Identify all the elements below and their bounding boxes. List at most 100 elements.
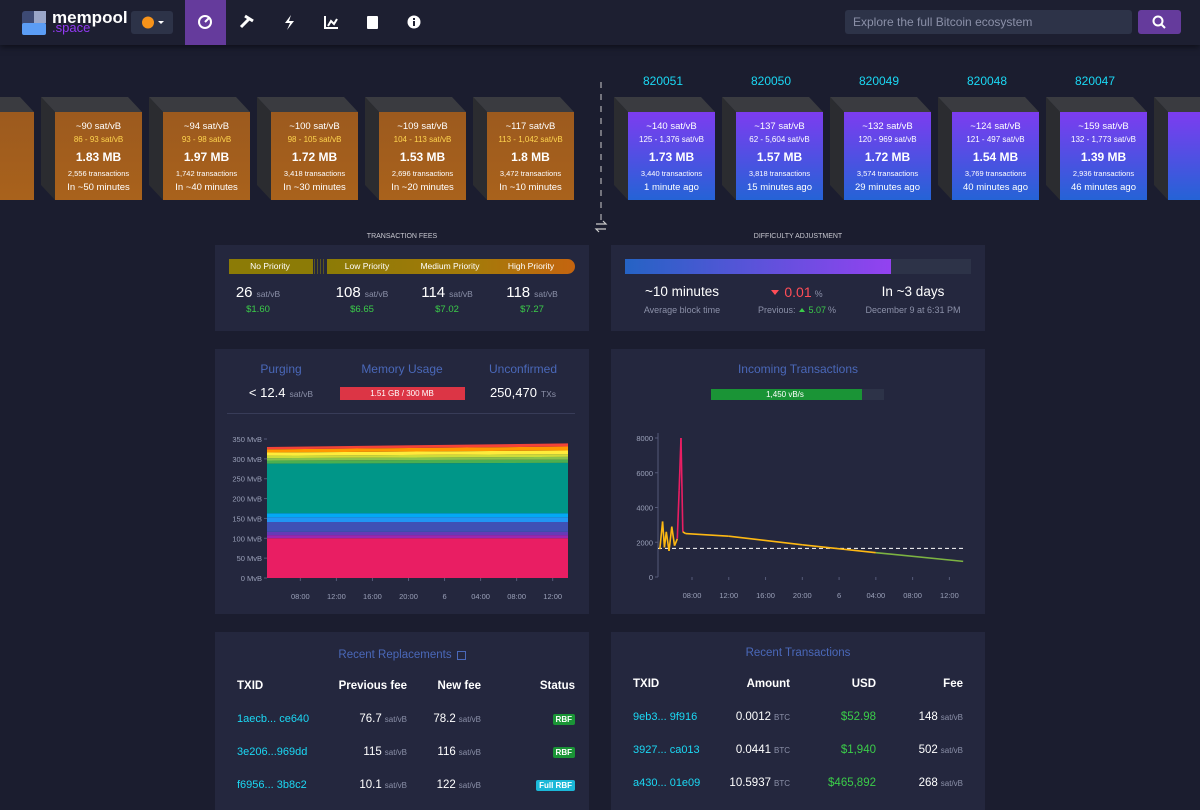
- previous-fee: 115 sat/vB: [107, 746, 407, 760]
- fee: 502 sat/vB: [663, 744, 963, 758]
- new-fee: 122 sat/vB: [181, 779, 481, 793]
- logo-subtext: .space: [52, 20, 91, 35]
- unit: sat/vB: [289, 389, 314, 400]
- block-tx-count-part: 3,769 transactions: [964, 168, 1027, 178]
- usd: $465,892: [576, 777, 876, 791]
- fee: 148 sat/vB: [663, 711, 963, 725]
- table-header-part: Fee: [943, 678, 963, 691]
- block-fee-range: 125 - 1,376 sat/vB: [522, 135, 822, 145]
- table-header: Previous fee: [107, 680, 407, 694]
- block-fee-range: 93 - 98 sat/vB: [57, 135, 357, 145]
- fee-bar-none: [229, 259, 313, 274]
- search-icon: [1152, 15, 1164, 27]
- panel-title-part: Recent Transactions: [745, 647, 851, 660]
- amount: 10.5937 BTC: [490, 777, 790, 791]
- block-fee: ~159 sat/vB: [954, 121, 1200, 132]
- block-size: 1.39 MB: [954, 150, 1200, 164]
- block-fee-part: ~159 sat/vB: [1078, 121, 1129, 133]
- txid: 3e206...969dd: [237, 746, 537, 759]
- search-button[interactable]: [1138, 10, 1181, 34]
- block-top: [722, 97, 823, 112]
- block-tx-count: 2,936 transactions: [954, 169, 1200, 178]
- previous-change: Previous: 5.07%: [647, 305, 947, 316]
- up-arrow: [799, 308, 806, 313]
- block-fee-range-part: 86 - 93 sat/vB: [73, 135, 124, 145]
- avg-block-time: ~10 minutes: [532, 284, 832, 300]
- logo-icon-part: [22, 23, 46, 35]
- block-tx-count: 3,472 transactions: [381, 169, 681, 178]
- table-header: USD: [576, 678, 876, 692]
- section-title-part: DIFFICULTY ADJUSTMENT: [753, 232, 843, 240]
- fee-rate: 108: [335, 284, 361, 301]
- block-size-part: 1.72 MB: [864, 149, 911, 164]
- block-fee-part: ~140 sat/vB: [646, 121, 697, 133]
- fee-rate: 148: [918, 711, 938, 724]
- txid: a430... 01e09: [633, 777, 933, 790]
- block-tx-count: 3,574 transactions: [738, 169, 1038, 178]
- txid: 1aecb... ce640: [237, 713, 537, 726]
- block-fee-range: 62 - 5,604 sat/vB: [630, 135, 930, 145]
- unit: sat/vB: [384, 781, 407, 791]
- unit: TXs: [540, 389, 557, 400]
- info-mark: [413, 21, 415, 26]
- txid: f6956... 3b8c2: [237, 779, 537, 792]
- search-placeholder[interactable]: Explore the full Bitcoin ecosystem: [853, 15, 1033, 29]
- nav-graphs[interactable]: [324, 16, 338, 29]
- adjustment-date-part: December 9 at 6:31 PM: [865, 304, 961, 315]
- rate-fill: [711, 389, 862, 400]
- block-height-part: 820050: [750, 73, 792, 88]
- amount: 0.0012 BTC: [490, 711, 790, 725]
- block-side: [41, 97, 55, 200]
- avg-block-time-part: ~10 minutes: [645, 283, 719, 299]
- block-tx-count: 2,696 transactions: [273, 169, 573, 178]
- block-fee-part: ~137 sat/vB: [754, 121, 805, 133]
- block-time-part: 40 minutes ago: [963, 182, 1028, 194]
- rate-value: 1,450 vB/s: [635, 390, 935, 400]
- nav-dashboard[interactable]: [198, 15, 212, 29]
- block-tx-count: 3,818 transactions: [630, 169, 930, 178]
- unit: sat/vB: [940, 746, 963, 756]
- block-tx-count-part: 3,472 transactions: [499, 168, 562, 178]
- panel-title: Recent Replacements: [252, 649, 552, 663]
- block-tx-count-part: 3,440 transactions: [640, 168, 703, 178]
- block-tx-count-part: 3,574 transactions: [856, 168, 919, 178]
- block-face: [271, 112, 358, 200]
- section-title-part: TRANSACTION FEES: [366, 232, 438, 240]
- status-badge: RBF: [275, 747, 575, 759]
- unit: sat/vB: [458, 781, 481, 791]
- search-box[interactable]: [845, 10, 1132, 34]
- remaining-time: In ~3 days: [763, 284, 1063, 300]
- txid-part: 3e206...969dd: [237, 746, 308, 759]
- swap-icon[interactable]: [594, 220, 608, 233]
- nav-lightning[interactable]: [285, 15, 294, 30]
- block-side: [149, 97, 163, 200]
- block-fee-part: ~132 sat/vB: [862, 121, 913, 133]
- block-fee: ~137 sat/vB: [630, 121, 930, 132]
- block-size: 1.83 MB: [0, 150, 249, 164]
- block-fee: ~140 sat/vB: [522, 121, 822, 132]
- fee-value: 118 sat/vB: [382, 284, 682, 303]
- block-size: 1.73 MB: [522, 150, 822, 164]
- stat-label-part: Unconfirmed: [488, 361, 558, 376]
- unit: sat/vB: [940, 713, 963, 723]
- block-fee-range-part: 132 - 1,773 sat/vB: [1071, 135, 1136, 145]
- table-header: Status: [275, 680, 575, 694]
- block-height: 820047: [945, 74, 1200, 88]
- block-face: [628, 112, 715, 200]
- block-fee: ~124 sat/vB: [846, 121, 1146, 132]
- new-fee: 78.2 sat/vB: [181, 713, 481, 727]
- block-size-part: 1.57 MB: [756, 149, 803, 164]
- block-top: [149, 97, 250, 112]
- stat-label-part: Memory Usage: [361, 361, 443, 376]
- block-tx-count-part: 3,818 transactions: [748, 168, 811, 178]
- search-icon-handle: [1160, 23, 1166, 29]
- nav-docs[interactable]: [367, 16, 378, 29]
- nav-mining[interactable]: [239, 14, 254, 29]
- block-time-part: 29 minutes ago: [855, 182, 920, 194]
- stat-label: Unconfirmed: [373, 362, 673, 376]
- block-fee-part: ~94 sat/vB: [183, 121, 230, 133]
- unit: BTC: [774, 746, 790, 756]
- block-fee-range-part: 98 - 105 sat/vB: [287, 135, 342, 145]
- block-fee-range-part: 125 - 1,376 sat/vB: [639, 135, 704, 145]
- fee-usd-part: $1.60: [246, 304, 270, 316]
